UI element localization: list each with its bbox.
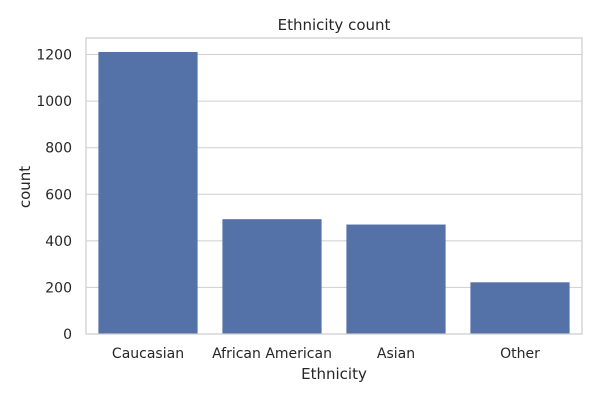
y-axis-title: count — [16, 166, 34, 208]
x-tick-label: African American — [212, 346, 332, 362]
bar-asian — [346, 224, 446, 334]
x-axis-title: Ethnicity — [301, 365, 367, 383]
bars — [98, 51, 570, 335]
y-tick-label: 600 — [45, 187, 72, 203]
x-tick-label: Other — [500, 346, 540, 362]
x-tick-labels: Caucasian African American Asian Other — [112, 346, 540, 362]
y-tick-label: 400 — [45, 234, 72, 250]
y-tick-label: 0 — [63, 327, 72, 343]
y-tick-label: 1000 — [36, 94, 72, 110]
plot-frame — [85, 37, 583, 335]
chart-title: Ethnicity count — [278, 16, 391, 34]
y-tick-label: 200 — [45, 280, 72, 296]
y-tick-labels: 0 200 400 600 800 1000 1200 — [36, 48, 72, 343]
bar-caucasian — [98, 51, 198, 335]
y-tick-label: 1200 — [36, 48, 72, 64]
bar-other — [470, 282, 570, 334]
y-tick-label: 800 — [45, 141, 72, 157]
x-tick-label: Asian — [377, 346, 415, 362]
bar-african-american — [222, 219, 322, 334]
x-tick-label: Caucasian — [112, 346, 184, 362]
